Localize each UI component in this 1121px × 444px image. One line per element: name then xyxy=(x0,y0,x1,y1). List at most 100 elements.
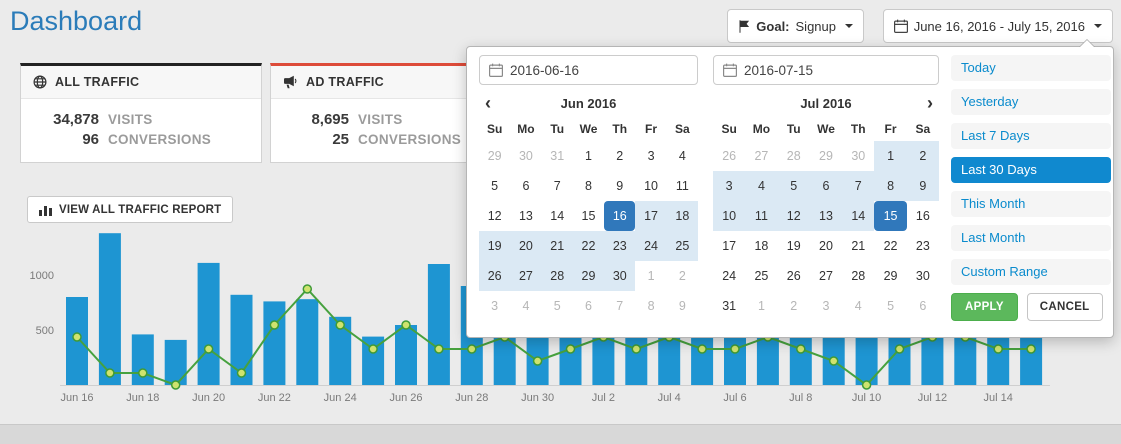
calendar-day[interactable]: 15 xyxy=(874,201,907,231)
calendar-day[interactable]: 16 xyxy=(915,209,930,223)
calendar-day[interactable]: 10 xyxy=(644,179,658,193)
calendar-day[interactable]: 9 xyxy=(906,171,939,201)
calendar-day[interactable]: 13 xyxy=(809,201,843,231)
calendar-day[interactable]: 5 xyxy=(553,299,561,313)
calendar-day[interactable]: 17 xyxy=(722,239,737,253)
calendar-day[interactable]: 2 xyxy=(678,269,686,283)
range-option-custom-range[interactable]: Custom Range xyxy=(951,259,1111,285)
calendar-day[interactable]: 4 xyxy=(745,171,778,201)
calendar-day[interactable]: 30 xyxy=(851,149,866,163)
calendar-day[interactable]: 19 xyxy=(786,239,801,253)
view-all-traffic-report-button[interactable]: VIEW ALL TRAFFIC REPORT xyxy=(27,196,234,223)
calendar-day[interactable]: 1 xyxy=(585,149,592,163)
calendar-day[interactable]: 6 xyxy=(522,179,530,193)
next-month-button[interactable]: › xyxy=(927,93,933,113)
calendar-day[interactable]: 30 xyxy=(518,149,533,163)
calendar-day[interactable]: 18 xyxy=(666,201,698,231)
calendar-day[interactable]: 14 xyxy=(842,201,875,231)
range-option-last-30-days[interactable]: Last 30 Days xyxy=(951,157,1111,183)
calendar-day[interactable]: 12 xyxy=(777,201,810,231)
calendar-day[interactable]: 22 xyxy=(572,231,605,261)
goal-selector-button[interactable]: Goal: Signup xyxy=(727,9,864,43)
calendar-day[interactable]: 20 xyxy=(510,231,542,261)
calendar-day[interactable]: 30 xyxy=(604,261,636,291)
calendar-day[interactable]: 28 xyxy=(786,149,801,163)
start-date-input[interactable] xyxy=(510,62,688,78)
calendar-day[interactable]: 22 xyxy=(883,239,898,253)
calendar-day[interactable]: 23 xyxy=(915,239,930,253)
calendar-day[interactable]: 9 xyxy=(678,299,686,313)
date-range-button[interactable]: June 16, 2016 - July 15, 2016 xyxy=(882,9,1113,43)
calendar-day[interactable]: 7 xyxy=(616,299,624,313)
prev-month-button[interactable]: ‹ xyxy=(485,93,491,113)
calendar-day[interactable]: 29 xyxy=(819,149,833,163)
calendar-day[interactable]: 6 xyxy=(919,299,927,313)
apply-button[interactable]: APPLY xyxy=(951,293,1018,321)
calendar-day[interactable]: 3 xyxy=(647,149,655,163)
cancel-button[interactable]: CANCEL xyxy=(1026,293,1103,321)
calendar-day[interactable]: 5 xyxy=(887,299,895,313)
calendar-day[interactable]: 20 xyxy=(819,239,833,253)
calendar-day[interactable]: 2 xyxy=(906,141,939,171)
calendar-day[interactable]: 27 xyxy=(510,261,542,291)
calendar-day[interactable]: 27 xyxy=(819,269,833,283)
calendar-day[interactable]: 8 xyxy=(585,179,592,193)
calendar-day[interactable]: 18 xyxy=(754,239,769,253)
end-date-input[interactable] xyxy=(744,62,929,78)
calendar-day[interactable]: 25 xyxy=(754,269,769,283)
calendar-day[interactable]: 16 xyxy=(604,201,636,231)
calendar-day[interactable]: 10 xyxy=(713,201,746,231)
calendar-day[interactable]: 11 xyxy=(675,179,689,193)
range-option-today[interactable]: Today xyxy=(951,55,1111,81)
calendar-day[interactable]: 26 xyxy=(786,269,801,283)
calendar-day[interactable]: 31 xyxy=(550,149,565,163)
calendar-day[interactable]: 4 xyxy=(854,299,862,313)
calendar-day[interactable]: 7 xyxy=(553,179,561,193)
range-option-yesterday[interactable]: Yesterday xyxy=(951,89,1111,115)
calendar-day[interactable]: 5 xyxy=(777,171,810,201)
calendar-day[interactable]: 29 xyxy=(883,269,898,283)
calendar-day[interactable]: 6 xyxy=(585,299,592,313)
range-option-this-month[interactable]: This Month xyxy=(951,191,1111,217)
calendar-day[interactable]: 14 xyxy=(550,209,565,223)
range-option-last-month[interactable]: Last Month xyxy=(951,225,1111,251)
calendar-day[interactable]: 4 xyxy=(522,299,530,313)
calendar-day[interactable]: 28 xyxy=(541,261,573,291)
calendar-day[interactable]: 25 xyxy=(666,231,698,261)
calendar-day[interactable]: 11 xyxy=(745,201,778,231)
calendar-day[interactable]: 3 xyxy=(713,171,746,201)
calendar-day[interactable]: 2 xyxy=(616,149,624,163)
calendar-day[interactable]: 29 xyxy=(572,261,605,291)
calendar-day[interactable]: 1 xyxy=(647,269,655,283)
calendar-day[interactable]: 19 xyxy=(479,231,511,261)
calendar-day[interactable]: 24 xyxy=(635,231,667,261)
calendar-day[interactable]: 6 xyxy=(809,171,843,201)
calendar-day[interactable]: 31 xyxy=(722,299,737,313)
calendar-day[interactable]: 21 xyxy=(851,239,866,253)
calendar-day[interactable]: 8 xyxy=(647,299,655,313)
calendar-day[interactable]: 21 xyxy=(541,231,573,261)
calendar-day[interactable]: 3 xyxy=(491,299,499,313)
calendar-day[interactable]: 28 xyxy=(851,269,866,283)
calendar-day[interactable]: 23 xyxy=(604,231,636,261)
calendar-day[interactable]: 26 xyxy=(479,261,511,291)
calendar-day[interactable]: 8 xyxy=(874,171,907,201)
calendar-day[interactable]: 4 xyxy=(678,149,686,163)
calendar-day[interactable]: 27 xyxy=(754,149,769,163)
calendar-day[interactable]: 12 xyxy=(487,209,502,223)
calendar-day[interactable]: 24 xyxy=(722,269,737,283)
calendar-day[interactable]: 9 xyxy=(616,179,624,193)
calendar-day[interactable]: 7 xyxy=(842,171,875,201)
calendar-day[interactable]: 26 xyxy=(722,149,737,163)
calendar-day[interactable]: 1 xyxy=(757,299,765,313)
calendar-day[interactable]: 30 xyxy=(915,269,930,283)
range-option-last-7-days[interactable]: Last 7 Days xyxy=(951,123,1111,149)
calendar-day[interactable]: 5 xyxy=(491,179,499,193)
calendar-day[interactable]: 2 xyxy=(790,299,798,313)
calendar-day[interactable]: 1 xyxy=(874,141,907,171)
calendar-day[interactable]: 17 xyxy=(635,201,667,231)
calendar-day[interactable]: 3 xyxy=(822,299,830,313)
calendar-day[interactable]: 13 xyxy=(518,209,533,223)
calendar-day[interactable]: 15 xyxy=(581,209,596,223)
calendar-day[interactable]: 29 xyxy=(487,149,502,163)
